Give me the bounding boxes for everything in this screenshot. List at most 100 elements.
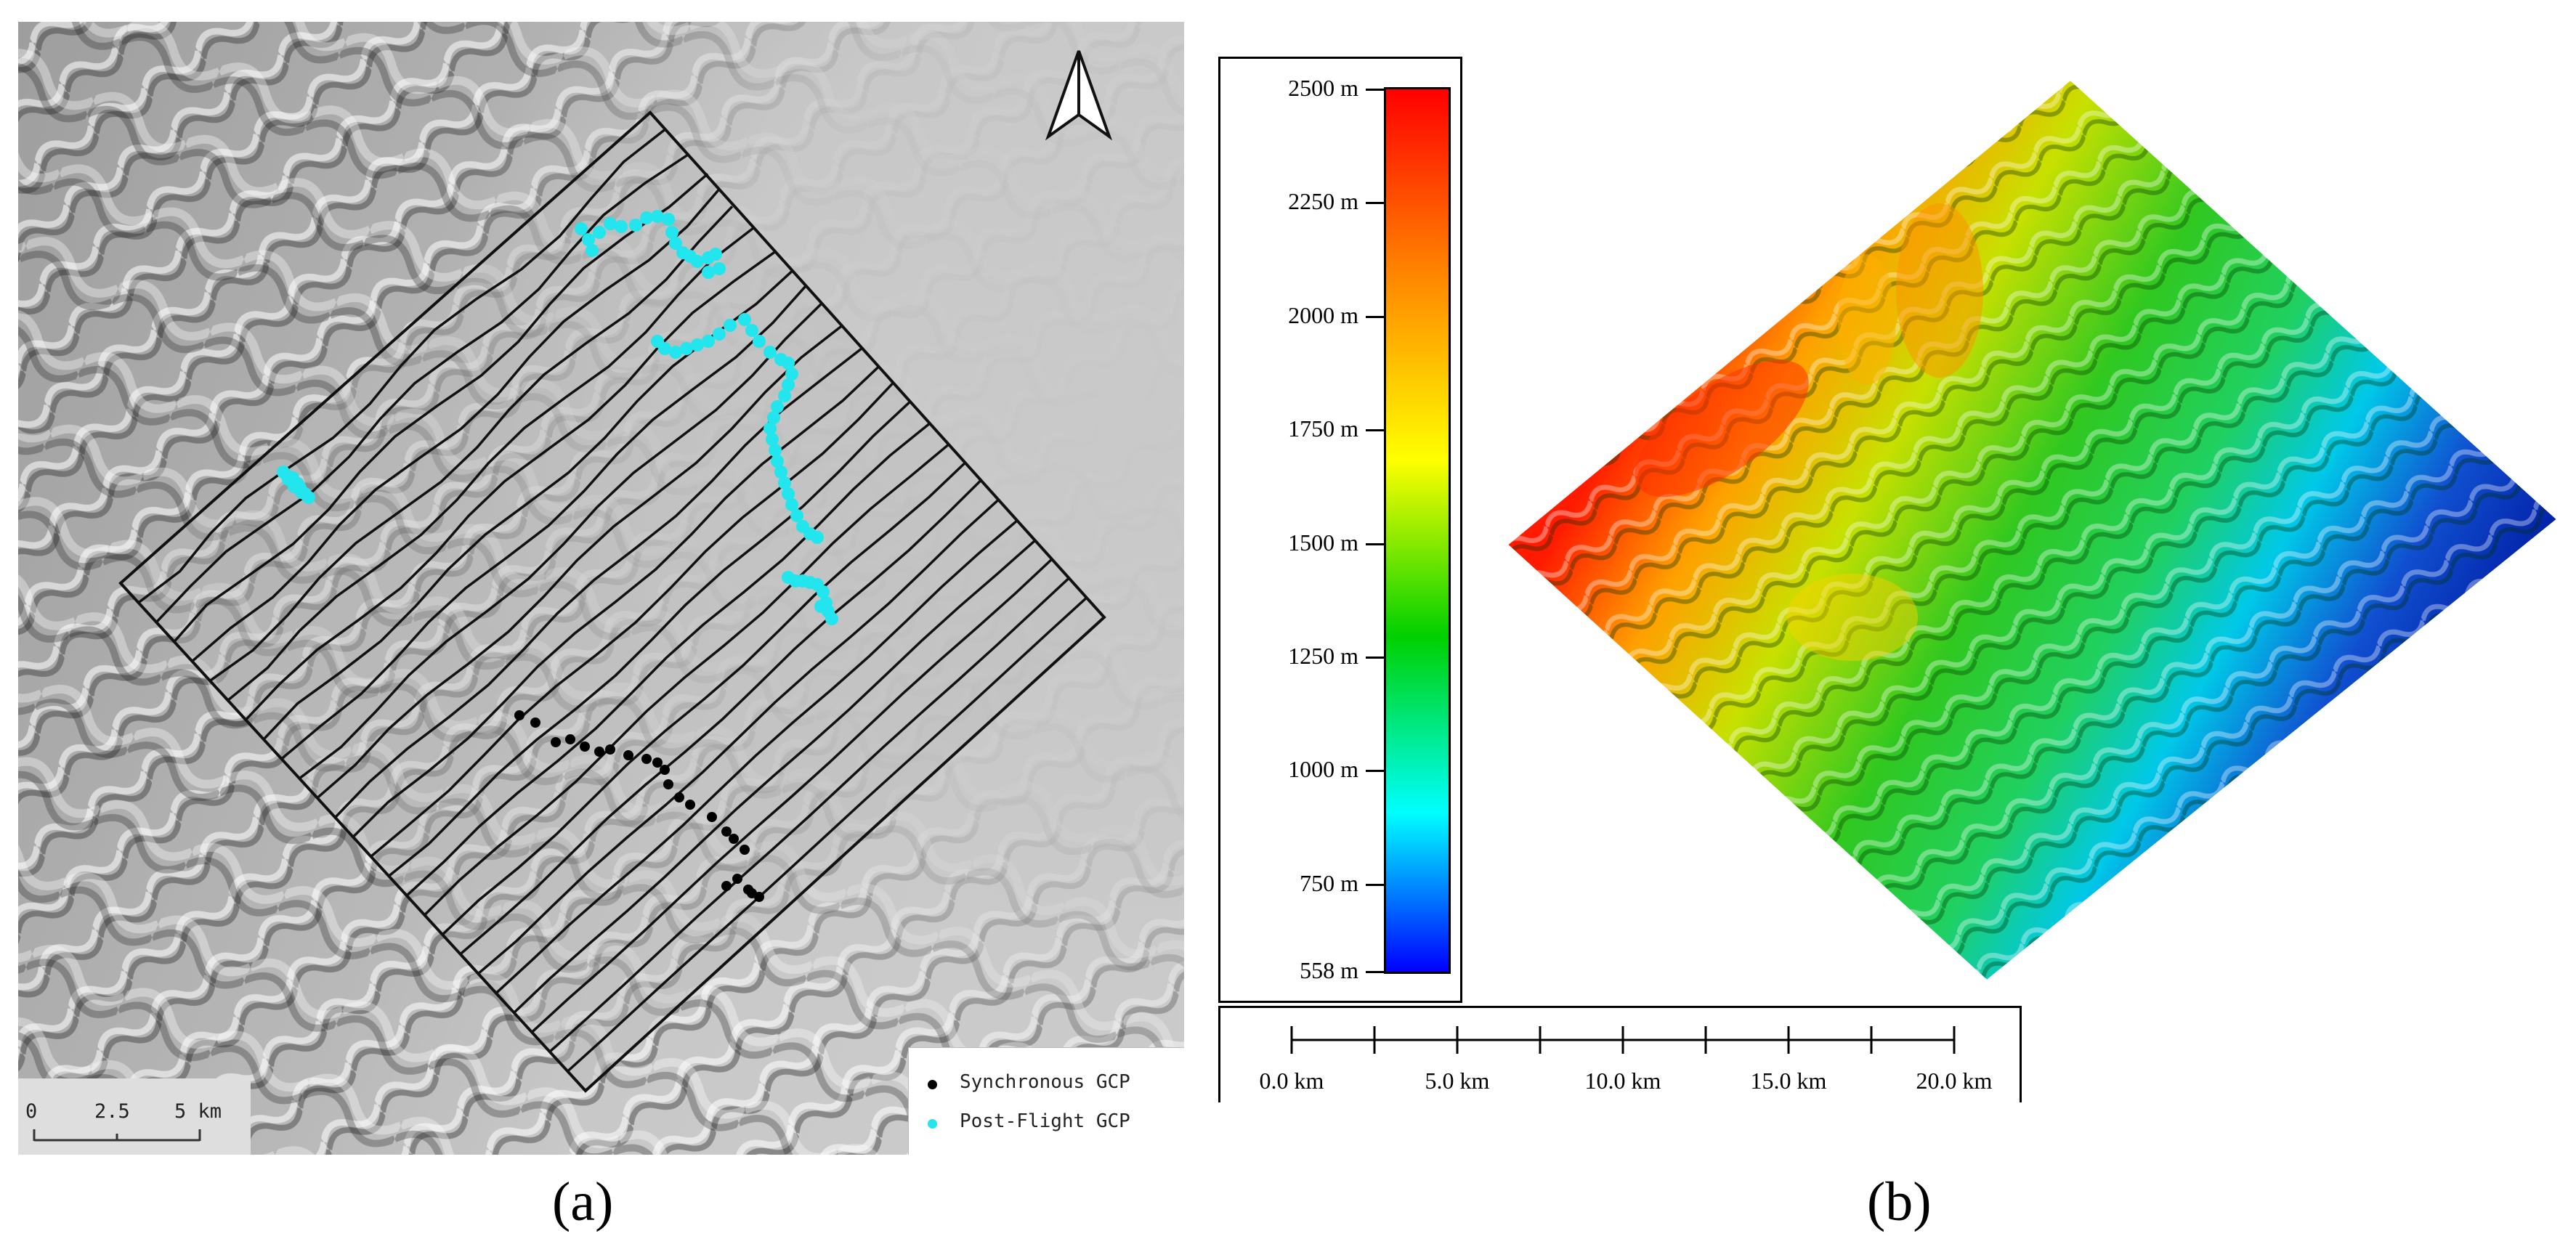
colorbar-tick-label: 1000 m (1288, 756, 1358, 783)
synchronous-gcp-point (732, 874, 742, 884)
synchronous-gcp-point (740, 845, 750, 855)
colorbar-tick-label: 750 m (1300, 869, 1358, 896)
km-scale-label: 10.0 km (1584, 1068, 1661, 1094)
colorbar-tick-label: 1250 m (1288, 643, 1358, 670)
caption-a: (a) (552, 1171, 614, 1232)
km-scale-label: 20.0 km (1916, 1068, 1993, 1094)
colorbar-tick (1366, 542, 1384, 545)
scale-a-label-5km: 5 km (174, 1100, 222, 1123)
colorbar-tick (1366, 883, 1384, 886)
post-flight-gcp-point (662, 213, 675, 226)
flight-line (137, 129, 665, 604)
post-flight-gcp-point (629, 219, 642, 232)
synchronous-gcp-point (605, 744, 615, 755)
synchronous-gcp-swatch (928, 1080, 937, 1089)
flight-line (405, 422, 931, 897)
post-flight-gcp-point (665, 226, 679, 239)
post-flight-gcp-point (764, 422, 777, 435)
post-flight-gcp-point (575, 222, 588, 235)
post-flight-gcp-point (709, 248, 722, 261)
scale-a-label-0: 0 (25, 1100, 38, 1123)
post-flight-gcp-point (604, 217, 617, 230)
colorbar-tick-label: 1500 m (1288, 529, 1358, 556)
post-flight-gcp-point (785, 498, 798, 511)
colorbar-tick-label: 1750 m (1288, 415, 1358, 442)
post-flight-gcp-point (691, 255, 704, 268)
colorbar-tick-label: 558 m (1300, 957, 1358, 983)
post-flight-gcp-point (724, 319, 737, 332)
post-flight-gcp-point (753, 335, 766, 348)
flight-line (424, 442, 950, 916)
flight-line (227, 227, 755, 702)
post-flight-gcp-point (782, 378, 795, 391)
synchronous-gcp-point (551, 737, 561, 747)
post-flight-gcp-point (586, 244, 599, 257)
post-flight-gcp-point (299, 487, 312, 500)
post-flight-gcp-point (782, 357, 795, 370)
km-scale-bar (1290, 1026, 1956, 1054)
elevation-dem (1506, 78, 2559, 982)
synchronous-gcp-point (565, 734, 575, 744)
panel-b-elevation-map: 2500 m 2250 m 2000 m 1750 m 1500 m 1250 m 1000… (1213, 51, 2572, 1126)
scale-a-label-2-5: 2.5 (94, 1100, 130, 1123)
synchronous-gcp-point (729, 834, 739, 844)
synchronous-gcp-point (660, 765, 670, 775)
flight-line (513, 539, 1037, 1014)
colorbar-tick-label: 2500 m (1288, 75, 1358, 101)
post-flight-gcp-swatch (928, 1119, 937, 1129)
colorbar-tick (1366, 89, 1384, 91)
colorbar-tick (1366, 429, 1384, 432)
post-flight-gcp-point (825, 612, 838, 625)
legend-label-synchronous: Synchronous GCP (960, 1071, 1130, 1093)
post-flight-gcp-point (280, 469, 293, 482)
post-flight-gcp-point (713, 262, 726, 275)
scale-bar-a: 0 2.5 5 km (18, 1078, 251, 1155)
synchronous-gcp-point (754, 892, 764, 902)
panel-a-hillshade-map: Synchronous GCP Post-Flight GCP 0 2.5 5 … (18, 22, 1184, 1155)
flight-line (370, 382, 894, 858)
flight-line (191, 188, 720, 662)
km-scale-label: 5.0 km (1425, 1068, 1490, 1094)
post-flight-gcp-point (615, 220, 628, 233)
legend-label-post-flight: Post-Flight GCP (960, 1110, 1130, 1132)
flight-line (173, 173, 709, 643)
post-flight-gcp-point (745, 324, 758, 337)
synchronous-gcp-point (721, 881, 732, 891)
synchronous-gcp-point (685, 800, 695, 810)
post-flight-gcp-point (680, 342, 693, 355)
flight-line (459, 479, 982, 956)
post-flight-gcp-point (702, 266, 715, 279)
synchronous-gcp-point (530, 718, 540, 728)
post-flight-gcp-point (669, 237, 682, 250)
post-flight-gcp-point (767, 411, 780, 424)
post-flight-gcp-point (766, 433, 779, 446)
flight-line (530, 558, 1053, 1033)
colorbar-tick-label: 2250 m (1288, 188, 1358, 215)
flight-line (477, 499, 1000, 975)
synchronous-gcp-point (674, 792, 684, 802)
km-scale-label: 15.0 km (1750, 1068, 1827, 1094)
post-flight-gcp-point (691, 338, 704, 351)
post-flight-gcp-point (738, 313, 751, 326)
post-flight-gcp-point (702, 335, 715, 348)
flight-line (567, 596, 1087, 1073)
gcp-legend: Synchronous GCP Post-Flight GCP (908, 1047, 1184, 1155)
post-flight-gcp-point (593, 226, 606, 239)
post-flight-gcp-point (651, 210, 664, 223)
post-flight-gcp-point (785, 367, 798, 381)
synchronous-gcp-point (743, 885, 753, 895)
post-flight-gcp-point (811, 531, 824, 544)
flight-line (316, 325, 843, 800)
post-flight-gcp-point (771, 400, 784, 413)
colorbar-ramp (1384, 87, 1451, 974)
flight-line (299, 303, 822, 780)
post-flight-gcp-point (778, 389, 791, 402)
synchronous-gcp-point (514, 710, 524, 720)
post-flight-gcp-point (669, 346, 682, 359)
post-flight-gcp-point (817, 585, 830, 598)
synchronous-gcp-point (580, 741, 590, 752)
km-scale-label: 0.0 km (1259, 1068, 1324, 1094)
synchronous-gcp-point (623, 750, 633, 760)
colorbar-tick (1366, 770, 1384, 773)
colorbar-frame (1218, 57, 1462, 1003)
